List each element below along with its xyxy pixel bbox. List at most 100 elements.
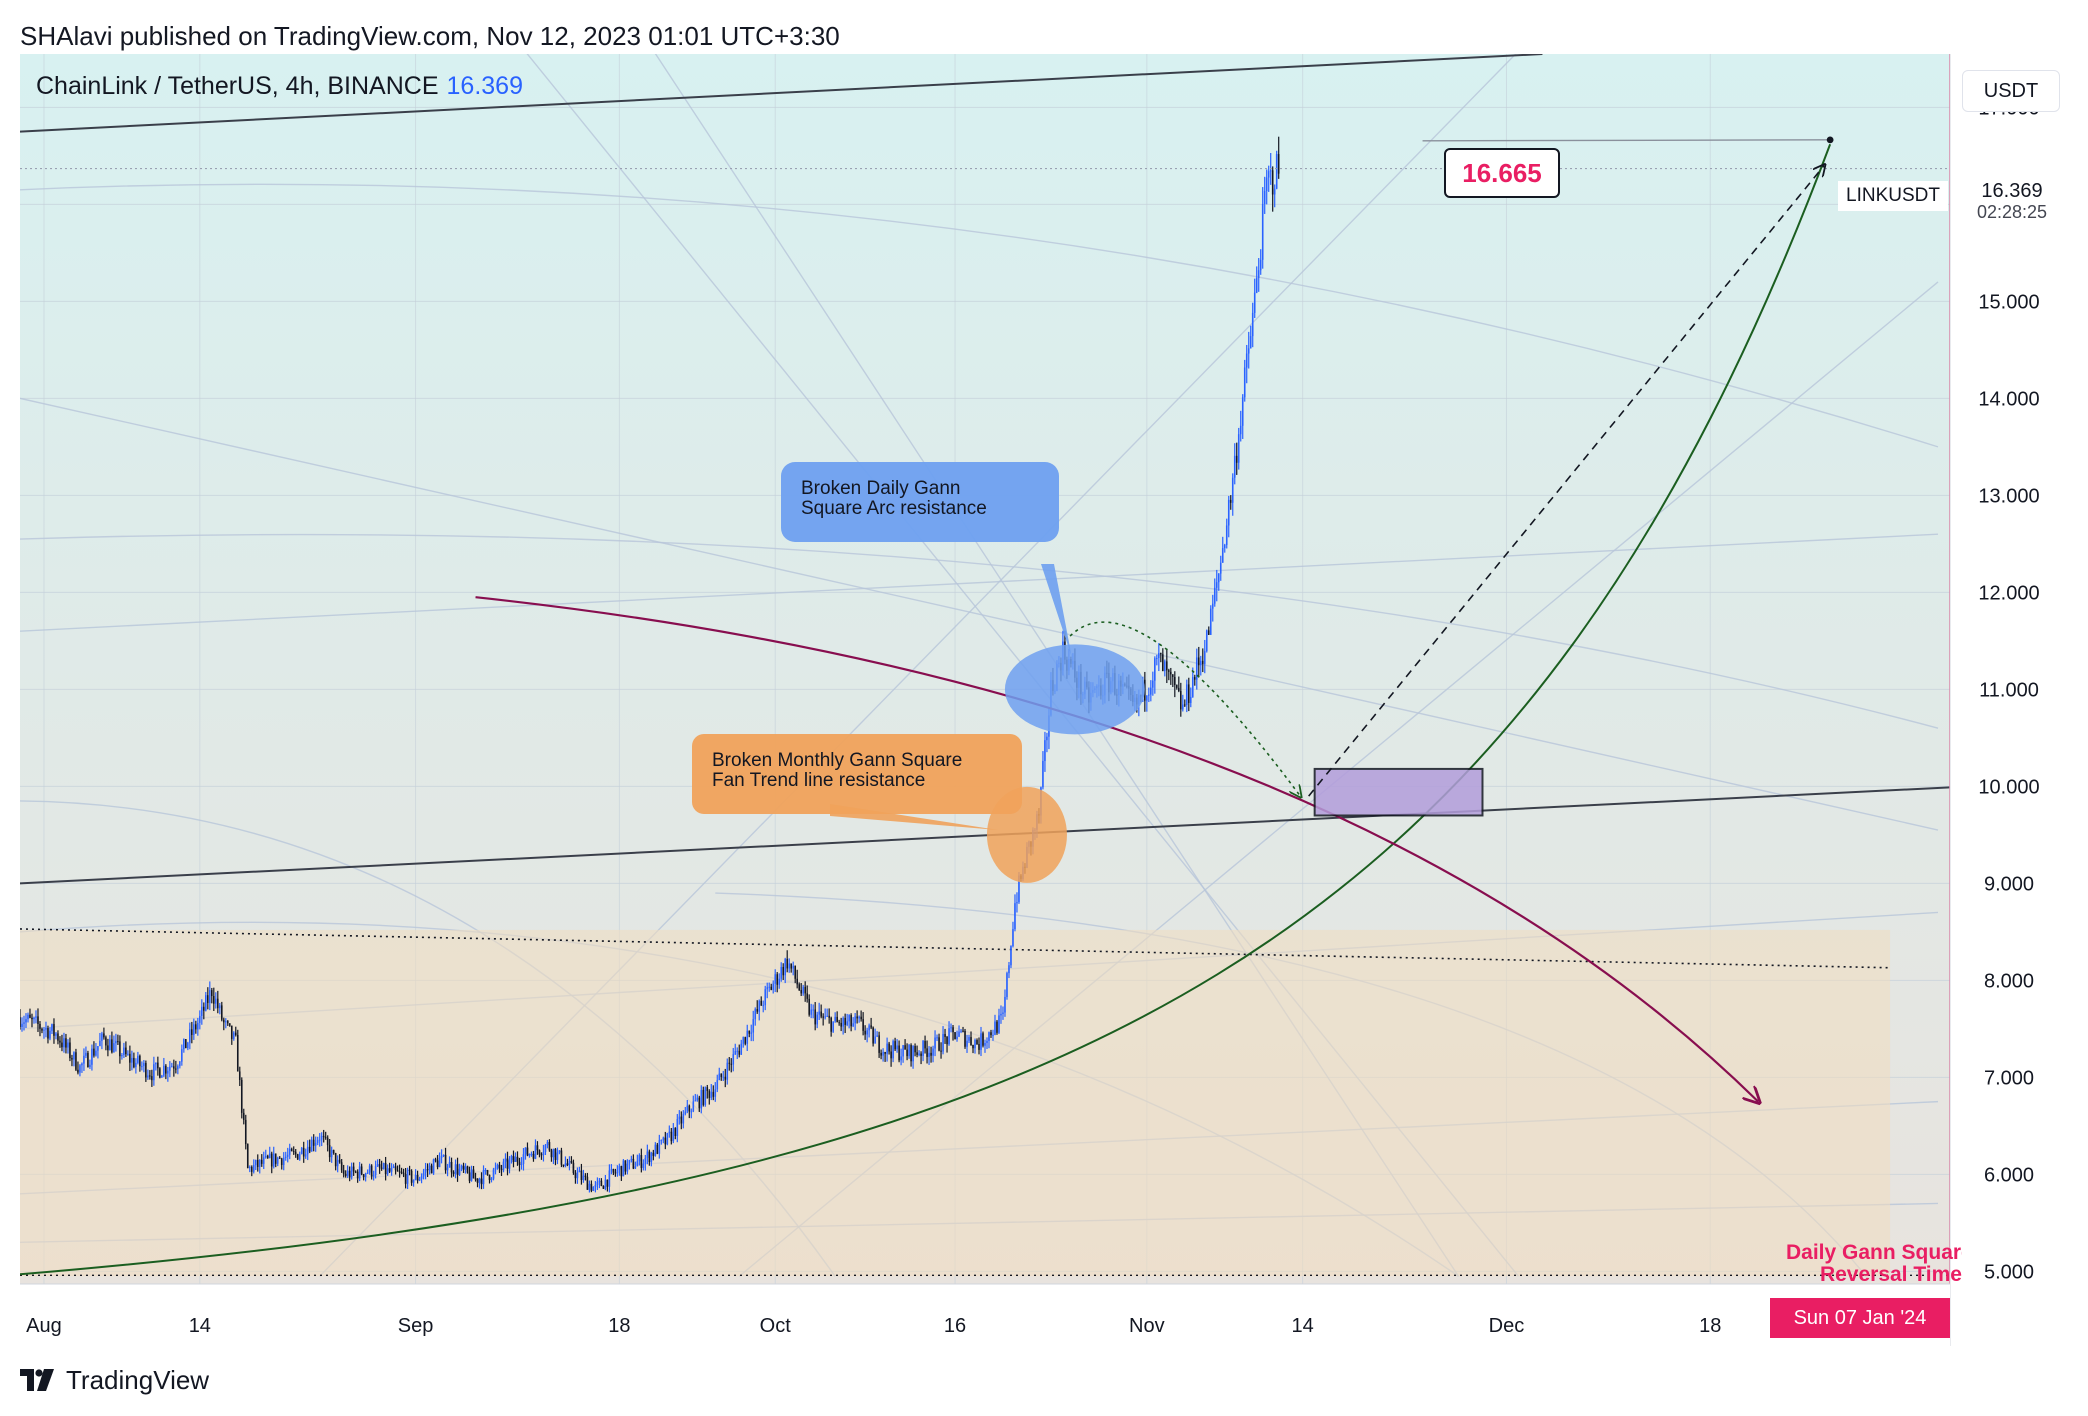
candle-body: [616, 1169, 619, 1174]
candle-body: [444, 1154, 447, 1171]
candle-body: [886, 1043, 888, 1054]
candle-body: [1241, 397, 1244, 426]
candle-body: [522, 1154, 525, 1164]
candle-body: [300, 1147, 303, 1155]
candle-body: [450, 1161, 453, 1173]
candle-body: [328, 1145, 331, 1158]
candle-body: [35, 1016, 37, 1018]
candle-body: [1265, 177, 1268, 191]
candle-body: [284, 1156, 287, 1158]
candle-body: [640, 1155, 643, 1168]
candle-body: [752, 1019, 755, 1033]
candle-body: [926, 1048, 928, 1057]
consolidation-arc: [1069, 621, 1300, 796]
candle-body: [820, 1011, 822, 1017]
candle-body: [117, 1041, 119, 1043]
candle-body: [608, 1170, 611, 1187]
candle-body: [378, 1164, 381, 1168]
candle-body: [972, 1045, 974, 1049]
candle-body: [804, 986, 806, 994]
time-tick-label: 14: [189, 1315, 211, 1337]
candle-body: [654, 1144, 657, 1156]
candle-body: [408, 1169, 411, 1171]
candle-body: [580, 1170, 583, 1181]
candle-body: [224, 1021, 227, 1023]
candle-body: [764, 989, 767, 1006]
candle-body: [988, 1032, 990, 1041]
symbol-legend[interactable]: ChainLink / TetherUS, 4h, BINANCE 16.369: [36, 72, 523, 101]
candle-body: [91, 1048, 93, 1065]
candle-body: [552, 1148, 555, 1158]
candle-body: [824, 1016, 826, 1018]
candle-body: [67, 1042, 69, 1048]
candle-body: [1269, 170, 1272, 172]
candle-body: [1177, 687, 1180, 692]
candle-body: [660, 1139, 663, 1141]
candle-body: [189, 1029, 191, 1043]
candle-body: [1243, 367, 1246, 398]
candle-body: [310, 1139, 313, 1152]
time-tick-label: Oct: [760, 1315, 792, 1337]
candle-body: [828, 1015, 830, 1018]
time-axis[interactable]: Aug 14 Sep 18 Oct 16 Nov 14 Dec 18: [26, 1315, 1721, 1337]
candle-body: [236, 1035, 239, 1072]
candle-body: [642, 1163, 645, 1168]
drawings: [20, 54, 1951, 1284]
candle-body: [528, 1153, 531, 1156]
price-chart[interactable]: 5.000 6.000 7.000 8.000 9.000 10.000 11.000 12.…: [20, 54, 2068, 1346]
candle-body: [95, 1050, 97, 1056]
candle-body: [1197, 657, 1200, 666]
candle-body: [990, 1032, 992, 1036]
candle-body: [724, 1076, 727, 1080]
candle-body: [288, 1148, 291, 1155]
candle-body: [986, 1040, 988, 1043]
candle-body: [274, 1153, 277, 1164]
candle-body: [306, 1146, 309, 1155]
candle-body: [338, 1159, 341, 1163]
candle-body: [958, 1031, 960, 1037]
candle-body: [193, 1024, 195, 1035]
candle-body: [510, 1156, 513, 1161]
candle-body: [556, 1152, 559, 1160]
candle-body: [1221, 548, 1224, 563]
candle-body: [442, 1154, 445, 1156]
candle-body: [536, 1145, 539, 1151]
candle-body: [720, 1073, 723, 1077]
candle-body: [1217, 573, 1220, 583]
candle-body: [890, 1051, 892, 1059]
candle-body: [185, 1039, 187, 1049]
candle-body: [912, 1045, 914, 1062]
candle-body: [446, 1167, 449, 1171]
candle-body: [75, 1052, 77, 1070]
candle-body: [718, 1073, 721, 1081]
candle-body: [490, 1178, 493, 1180]
candle-body: [688, 1105, 691, 1112]
candle-body: [1229, 499, 1232, 503]
candle-body: [356, 1171, 359, 1179]
candle-body: [1249, 336, 1252, 349]
candle-body: [468, 1172, 471, 1181]
candle-body: [942, 1034, 944, 1052]
candle-body: [220, 1005, 223, 1020]
candle-body: [740, 1043, 743, 1055]
candle-body: [480, 1178, 483, 1185]
candle-body: [956, 1036, 958, 1040]
candle-body: [456, 1164, 459, 1175]
candle-body: [1225, 525, 1228, 545]
footer-brand[interactable]: TradingView: [20, 1362, 209, 1398]
candle-body: [1227, 499, 1230, 526]
candle-body: [324, 1136, 327, 1138]
candle-body: [358, 1166, 361, 1179]
chart-area[interactable]: 5.000 6.000 7.000 8.000 9.000 10.000 11.000 12.…: [20, 54, 2068, 1346]
target-price-label[interactable]: 16.665: [1444, 148, 1560, 198]
candle-body: [664, 1137, 667, 1145]
candle-body: [175, 1068, 177, 1070]
candle-body: [374, 1166, 377, 1175]
candle-body: [786, 958, 789, 969]
candle-body: [157, 1062, 159, 1069]
candle-body: [558, 1150, 561, 1153]
candle-body: [666, 1133, 669, 1145]
candle-body: [746, 1030, 749, 1044]
candle-body: [149, 1075, 151, 1077]
currency-button[interactable]: USDT: [1962, 70, 2060, 112]
